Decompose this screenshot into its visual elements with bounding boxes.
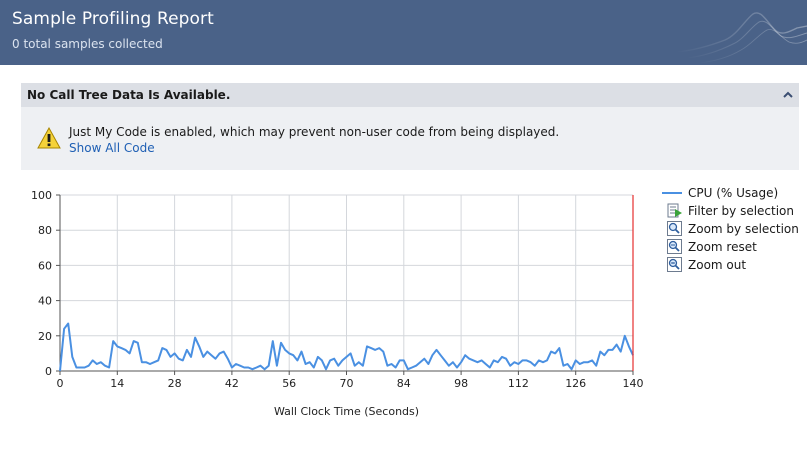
chevron-up-icon[interactable] [782, 89, 794, 101]
zoom-reset-icon [666, 238, 688, 256]
x-tick-label: 42 [225, 377, 239, 390]
x-tick-label: 112 [508, 377, 529, 390]
x-tick-label: 84 [397, 377, 411, 390]
warning-icon [37, 127, 61, 149]
zoom-out-button[interactable]: Zoom out [660, 256, 799, 274]
call-tree-panel: No Call Tree Data Is Available. Just My … [21, 83, 799, 170]
x-tick-label: 56 [282, 377, 296, 390]
filter-icon [666, 202, 688, 220]
x-tick-label: 14 [110, 377, 124, 390]
zoom-reset-button[interactable]: Zoom reset [660, 238, 799, 256]
y-tick-label: 40 [38, 295, 52, 308]
x-tick-label: 140 [623, 377, 644, 390]
just-my-code-message: Just My Code is enabled, which may preve… [69, 125, 560, 139]
samples-count: 0 total samples collected [12, 37, 163, 51]
legend-series-label: CPU (% Usage) [688, 186, 779, 200]
filter-by-selection-label: Filter by selection [688, 204, 795, 218]
series-line-icon [660, 184, 688, 202]
report-header: Sample Profiling Report 0 total samples … [0, 0, 807, 65]
zoom-by-selection-button[interactable]: Zoom by selection [660, 220, 799, 238]
panel-header: No Call Tree Data Is Available. [21, 83, 799, 107]
legend-cpu-usage: CPU (% Usage) [660, 184, 799, 202]
y-tick-label: 0 [45, 365, 52, 378]
x-tick-label: 70 [340, 377, 354, 390]
zoom-out-icon [666, 256, 688, 274]
zoom-out-label: Zoom out [688, 258, 747, 272]
chart-series [59, 195, 634, 372]
x-tick-label: 0 [57, 377, 64, 390]
panel-title: No Call Tree Data Is Available. [27, 88, 231, 102]
chart-axes [56, 194, 634, 375]
chart-legend: CPU (% Usage) Filter by selection Zoom b… [660, 184, 799, 274]
x-axis-title: Wall Clock Time (Seconds) [274, 405, 419, 418]
cpu-usage-chart[interactable]: 0 14 28 42 56 70 84 98 112 126 140 0 20 40 60 80 100 Wall… [22, 184, 652, 424]
chart-grid [60, 194, 633, 371]
filter-by-selection-button[interactable]: Filter by selection [660, 202, 799, 220]
zoom-reset-label: Zoom reset [688, 240, 757, 254]
y-tick-label: 60 [38, 259, 52, 272]
x-tick-label: 126 [565, 377, 586, 390]
y-tick-label: 80 [38, 224, 52, 237]
zoom-selection-icon [666, 220, 688, 238]
zoom-by-selection-label: Zoom by selection [688, 222, 799, 236]
chart-labels: 0 14 28 42 56 70 84 98 112 126 140 0 20 40 60 80 100 Wall… [31, 189, 644, 418]
x-tick-label: 28 [168, 377, 182, 390]
y-tick-label: 100 [31, 189, 52, 202]
show-all-code-link[interactable]: Show All Code [69, 141, 155, 155]
page-title: Sample Profiling Report [12, 9, 214, 29]
cpu-usage-series-line [59, 322, 634, 372]
x-tick-label: 98 [454, 377, 468, 390]
header-wave-decoration [677, 12, 807, 64]
y-tick-label: 20 [38, 330, 52, 343]
